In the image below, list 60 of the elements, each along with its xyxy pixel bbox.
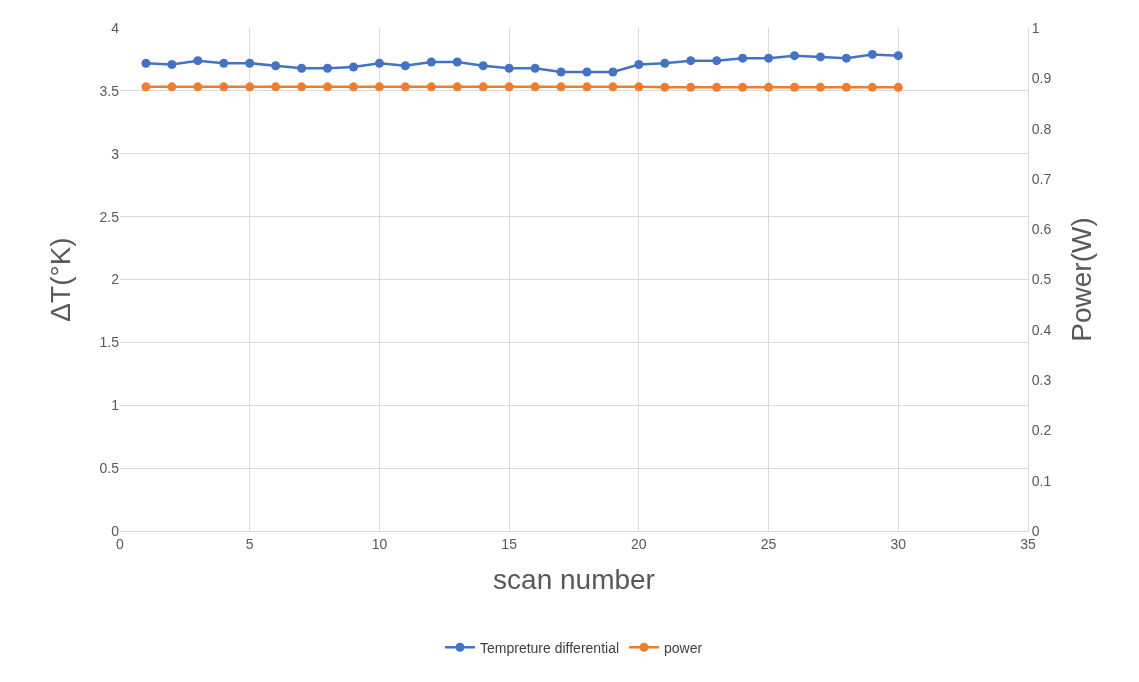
legend-label: Tempreture differential [480,639,620,656]
point [841,53,851,63]
point [297,63,307,73]
point [815,52,825,62]
point [348,62,358,72]
x-axis-title: scan number [493,563,655,595]
x-tick-label: 30 [890,535,907,552]
point [582,67,592,77]
y2-tick-label: 0.8 [1031,120,1052,137]
point [193,56,203,66]
point [738,53,748,63]
point [893,51,903,61]
point [271,61,281,71]
y2-tick-label: 0.3 [1031,372,1052,388]
y-tick-label: 0.5 [99,460,120,477]
legend-label: power [664,639,703,656]
y-tick-label: 3 [111,145,120,162]
y2-tick-label: 0.7 [1031,170,1052,187]
point [452,57,462,67]
y-axis-title: ΔT(°K) [45,237,77,322]
point [141,58,151,68]
y-tick-label: 4 [111,19,120,36]
y2-axis-title: Power(W) [1065,217,1097,342]
x-tick-label: 5 [245,535,254,552]
y2-tick-label: 0.6 [1031,221,1052,238]
point [245,58,255,68]
point [634,59,644,69]
point [530,63,540,73]
y-tick-label: 2.5 [99,208,120,225]
point [478,61,488,71]
y2-tick-label: 0.5 [1031,271,1052,288]
point [712,56,722,66]
y2-tick-label: 0.9 [1031,70,1052,87]
point [660,58,670,68]
y-tick-label: 3.5 [99,82,120,99]
point [764,53,774,63]
point [323,63,333,73]
point [400,61,410,71]
point [167,59,177,69]
y2-tick-label: 1 [1031,19,1040,36]
x-tick-label: 15 [501,535,518,552]
y-tick-label: 1.5 [99,334,120,351]
point [374,58,384,68]
point [608,67,618,77]
point [219,58,229,68]
y2-tick-label: 0.2 [1031,422,1052,439]
point [790,51,800,61]
point [556,67,566,77]
point [867,49,877,59]
x-tick-label: 10 [371,535,388,552]
y2-tick-label: 0.1 [1031,472,1052,489]
point [426,57,436,67]
y2-tick-label: 0.4 [1031,321,1052,338]
y-tick-label: 2 [111,271,120,288]
x-tick-label: 20 [631,535,647,552]
point [686,56,696,66]
x-tick-label: 25 [760,535,777,552]
y-tick-label: 1 [111,397,120,414]
point [504,63,514,73]
y-tick-label: 0 [111,522,120,539]
